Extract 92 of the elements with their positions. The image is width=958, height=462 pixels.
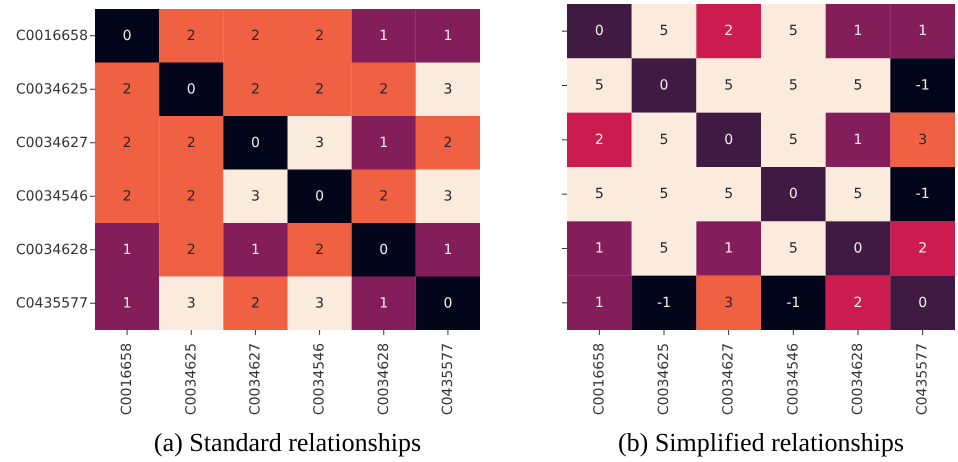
data-label: 2 bbox=[379, 188, 388, 204]
data-label: 1 bbox=[724, 240, 734, 256]
data-label: 5 bbox=[660, 186, 668, 202]
data-label: 1 bbox=[250, 242, 260, 258]
data-label: 5 bbox=[594, 186, 604, 202]
data-label: 1 bbox=[854, 23, 862, 40]
x-tick-label: C0034625 bbox=[183, 343, 200, 416]
data-label: 5 bbox=[788, 132, 798, 148]
data-label: 0 bbox=[186, 81, 196, 98]
text: (a) Standard relationships bbox=[152, 428, 422, 458]
data-label: -1 bbox=[786, 294, 800, 311]
data-label: 1 bbox=[443, 242, 452, 258]
x-tick-label: C0034625 bbox=[656, 343, 672, 416]
x-tick-label: C0016658 bbox=[119, 343, 136, 416]
data-label: 2 bbox=[186, 28, 196, 44]
data-label: 5 bbox=[660, 23, 668, 40]
data-label: 3 bbox=[918, 132, 928, 148]
y-tick-label: C0435577 bbox=[16, 295, 88, 312]
data-label: 2 bbox=[854, 294, 862, 311]
data-label: 1 bbox=[379, 295, 388, 312]
data-label: 3 bbox=[724, 294, 734, 311]
data-label: 1 bbox=[379, 28, 388, 44]
text: (b) Simplified relationships bbox=[617, 428, 905, 458]
y-tick-label: C0034625 bbox=[16, 81, 88, 98]
data-label: 2 bbox=[186, 188, 196, 204]
data-label: -1 bbox=[916, 186, 930, 202]
data-label: 1 bbox=[379, 134, 388, 151]
data-label: 2 bbox=[315, 242, 324, 258]
data-label: 2 bbox=[122, 188, 132, 204]
data-label: 5 bbox=[788, 240, 798, 256]
data-label: 0 bbox=[660, 78, 668, 94]
data-label: 3 bbox=[443, 188, 452, 204]
y-tick-label: C0016658 bbox=[16, 28, 88, 44]
data-label: 0 bbox=[918, 294, 928, 311]
data-label: 2 bbox=[315, 81, 324, 98]
data-label: 1 bbox=[918, 23, 928, 40]
data-label: 0 bbox=[854, 240, 862, 256]
data-label: 5 bbox=[660, 240, 668, 256]
data-label: 5 bbox=[594, 78, 604, 94]
data-label: 0 bbox=[443, 295, 452, 312]
data-label: 2 bbox=[379, 81, 388, 98]
x-tick-label: C0016658 bbox=[591, 343, 608, 416]
data-label: 1 bbox=[122, 242, 132, 258]
y-tick-label: C0034546 bbox=[16, 188, 88, 204]
data-label: 0 bbox=[315, 188, 324, 204]
data-label: 5 bbox=[724, 186, 734, 202]
x-tick-label: C0034628 bbox=[850, 343, 866, 416]
x-tick-label: C0034546 bbox=[312, 342, 328, 416]
data-label: -1 bbox=[916, 78, 930, 94]
data-label: 5 bbox=[854, 186, 862, 202]
data-label: 2 bbox=[918, 240, 928, 256]
data-label: 0 bbox=[788, 186, 798, 202]
data-label: 0 bbox=[250, 134, 260, 151]
data-label: -1 bbox=[657, 294, 671, 311]
data-label: 2 bbox=[724, 23, 734, 40]
data-label: 2 bbox=[186, 242, 196, 258]
data-label: 3 bbox=[315, 295, 324, 312]
data-label: 2 bbox=[122, 81, 132, 98]
data-label: 5 bbox=[788, 23, 798, 40]
data-label: 5 bbox=[788, 78, 798, 94]
data-label: 3 bbox=[315, 134, 324, 151]
data-label: 3 bbox=[443, 81, 452, 98]
x-tick-label: C0435577 bbox=[914, 343, 931, 416]
data-label: 2 bbox=[315, 28, 324, 44]
y-tick-label: C0034628 bbox=[16, 242, 88, 258]
data-label: 2 bbox=[122, 134, 132, 151]
data-label: 2 bbox=[186, 134, 196, 151]
data-label: 0 bbox=[379, 242, 388, 258]
data-label: 2 bbox=[443, 134, 452, 151]
data-label: 1 bbox=[122, 295, 132, 312]
data-label: 3 bbox=[250, 188, 260, 204]
x-tick-label: C0034627 bbox=[247, 343, 264, 416]
y-tick-label: C0034627 bbox=[16, 134, 88, 151]
x-tick-label: C0435577 bbox=[440, 343, 456, 416]
data-label: 1 bbox=[594, 240, 604, 256]
data-label: 1 bbox=[594, 294, 604, 311]
x-tick-label: C0034628 bbox=[376, 343, 392, 416]
data-label: 3 bbox=[186, 295, 196, 312]
data-label: 2 bbox=[250, 81, 260, 98]
data-label: 2 bbox=[250, 28, 260, 44]
data-label: 0 bbox=[594, 23, 604, 40]
data-label: 1 bbox=[854, 132, 862, 148]
data-label: 5 bbox=[854, 78, 862, 94]
data-label: 5 bbox=[724, 78, 734, 94]
data-label: 0 bbox=[122, 28, 132, 44]
x-tick-label: C0034546 bbox=[785, 342, 802, 416]
x-tick-label: C0034627 bbox=[720, 343, 737, 416]
data-label: 5 bbox=[660, 132, 668, 148]
data-label: 2 bbox=[250, 295, 260, 312]
data-label: 2 bbox=[594, 132, 604, 148]
data-label: 0 bbox=[724, 132, 734, 148]
data-label: 1 bbox=[443, 28, 452, 44]
